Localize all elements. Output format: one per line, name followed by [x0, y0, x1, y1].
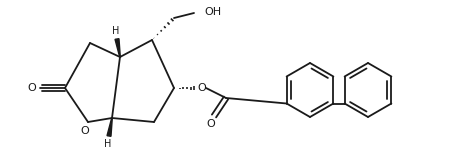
Text: O: O	[207, 119, 215, 129]
Text: O: O	[28, 83, 36, 93]
Polygon shape	[107, 118, 112, 136]
Text: OH: OH	[204, 7, 221, 17]
Text: O: O	[80, 126, 89, 136]
Polygon shape	[115, 39, 120, 57]
Text: H: H	[104, 139, 112, 149]
Text: O: O	[198, 83, 207, 93]
Text: H: H	[112, 26, 119, 36]
